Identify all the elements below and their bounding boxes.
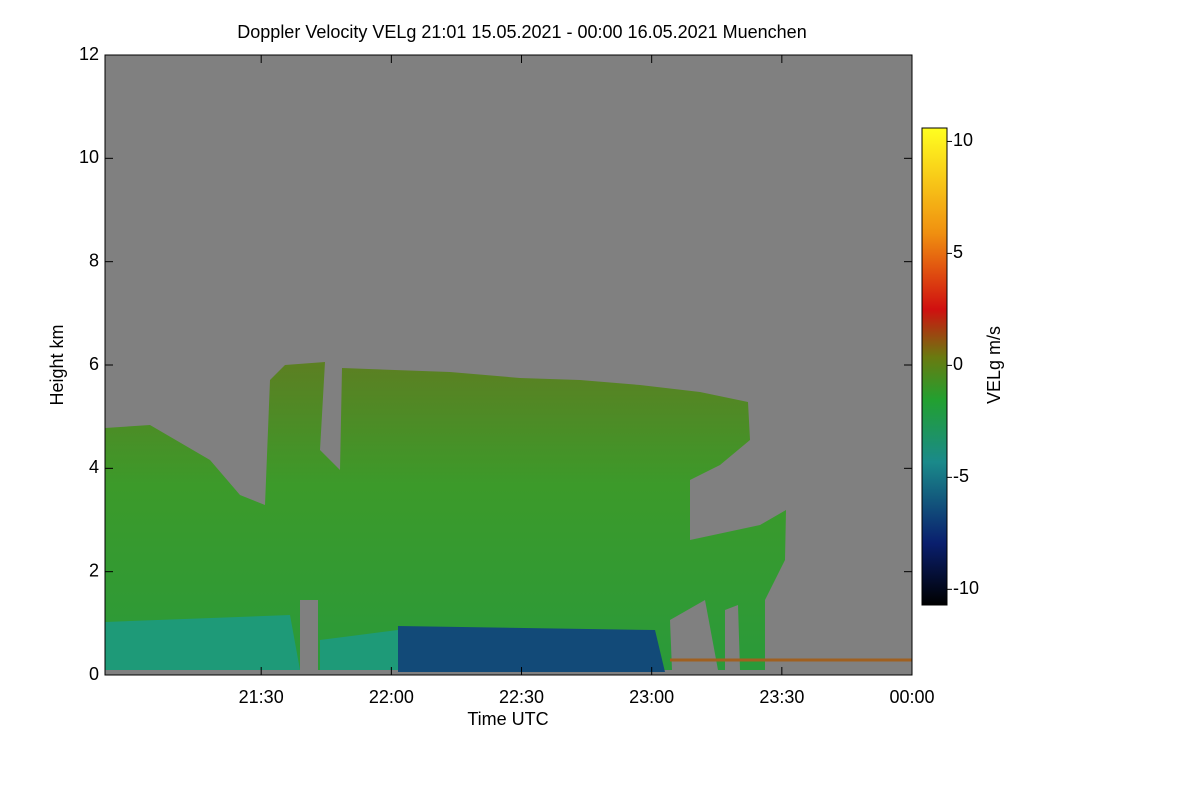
echo-lower [105, 615, 398, 670]
x-tick-label: 22:00 [369, 687, 414, 707]
echo-region [105, 362, 786, 670]
colorbar-label: VELg m/s [984, 326, 1004, 404]
x-tick-label: 22:30 [499, 687, 544, 707]
colorbar-tick-label: 0 [953, 354, 963, 374]
x-tick-label: 00:00 [889, 687, 934, 707]
x-axis-label: Time UTC [467, 709, 548, 729]
y-tick-label: 8 [89, 250, 99, 270]
y-tick-label: 6 [89, 354, 99, 374]
y-tick-label: 2 [89, 560, 99, 580]
colorbar [921, 127, 948, 606]
y-axis-label: Height km [47, 324, 67, 405]
chart-title: Doppler Velocity VELg 21:01 15.05.2021 -… [237, 22, 806, 42]
y-tick-label: 12 [79, 44, 99, 64]
colorbar-tick-label: -10 [953, 578, 979, 598]
x-tick-label: 21:30 [239, 687, 284, 707]
colorbar-tick-label: -5 [953, 466, 969, 486]
y-tick-label: 4 [89, 457, 99, 477]
echo-strong-downdraft [398, 626, 665, 672]
y-tick-label: 0 [89, 664, 99, 684]
y-tick-label: 10 [79, 147, 99, 167]
colorbar-tick-label: 10 [953, 130, 973, 150]
x-tick-label: 23:00 [629, 687, 674, 707]
echo-gap [300, 600, 740, 670]
x-tick-label: 23:30 [759, 687, 804, 707]
colorbar-tick-label: 5 [953, 242, 963, 262]
